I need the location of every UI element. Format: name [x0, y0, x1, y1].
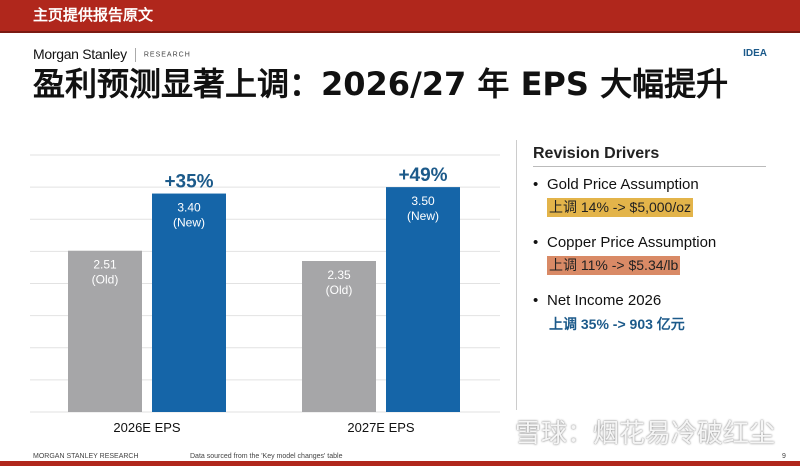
logo-divider [134, 48, 136, 63]
driver-net-income: • Net Income 2026 [533, 292, 662, 309]
panel-title: Revision Drivers [533, 145, 660, 162]
bar-series-label: (New) [173, 216, 205, 230]
footer-brand: MORGAN STANLEY RESEARCH [33, 453, 139, 460]
driver-gold-label: Gold Price Assumption [547, 176, 699, 193]
bar-series-label: (Old) [326, 283, 353, 297]
page-number: 9 [782, 453, 786, 460]
x-tick-label: 2026E EPS [113, 420, 181, 435]
bar-value-label: 3.40 [177, 201, 201, 215]
driver-net-income-label: Net Income 2026 [547, 292, 662, 309]
watermark: 雪球：烟花易冷破红尘 [515, 418, 776, 448]
driver-gold: • Gold Price Assumption [533, 176, 699, 193]
driver-net-income-detail: 上调 35% -> 903 亿元 [549, 316, 685, 332]
bar-old [68, 250, 142, 412]
logo-name: Morgan Stanley [33, 46, 127, 62]
footer-source: Data sourced from the 'Key model changes… [190, 453, 343, 460]
driver-copper-detail: 上调 11% -> $5.34/lb [547, 256, 681, 275]
bar-new [152, 193, 226, 412]
bottom-bar [0, 461, 800, 466]
page-title: 盈利预测显著上调：2026/27 年 EPS 大幅提升 [33, 65, 729, 103]
bar-series-label: (Old) [92, 273, 119, 287]
bar-value-label: 3.50 [411, 194, 435, 208]
revision-drivers-panel: Revision Drivers • Gold Price Assumption … [516, 140, 797, 410]
idea-tag: IDEA [743, 48, 767, 59]
logo-sub: RESEARCH [143, 51, 191, 59]
change-annotation: +49% [398, 165, 447, 186]
bar-value-label: 2.35 [327, 268, 351, 282]
bar-old [302, 261, 376, 412]
driver-copper-label: Copper Price Assumption [547, 234, 717, 251]
x-tick-label: 2027E EPS [347, 420, 415, 435]
bar-value-label: 2.51 [93, 258, 117, 272]
change-annotation: +35% [164, 172, 213, 193]
eps-chart: 2.51(Old)3.40(New)+35%2026E EPS2.35(Old)… [30, 154, 500, 435]
driver-gold-detail: 上调 14% -> $5,000/oz [547, 198, 694, 217]
banner-text: 主页提供报告原文 [33, 6, 154, 24]
bar-new [386, 187, 460, 412]
top-banner: 主页提供报告原文 [0, 0, 800, 33]
logo: Morgan Stanley RESEARCH [33, 46, 191, 63]
driver-copper: • Copper Price Assumption [533, 234, 717, 251]
bar-series-label: (New) [407, 209, 439, 223]
panel-divider [533, 166, 766, 167]
